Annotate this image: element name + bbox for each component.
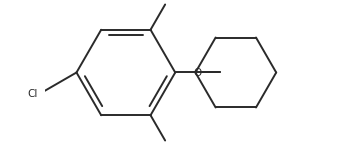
Text: O: O — [193, 68, 202, 77]
Text: Cl: Cl — [28, 89, 38, 99]
